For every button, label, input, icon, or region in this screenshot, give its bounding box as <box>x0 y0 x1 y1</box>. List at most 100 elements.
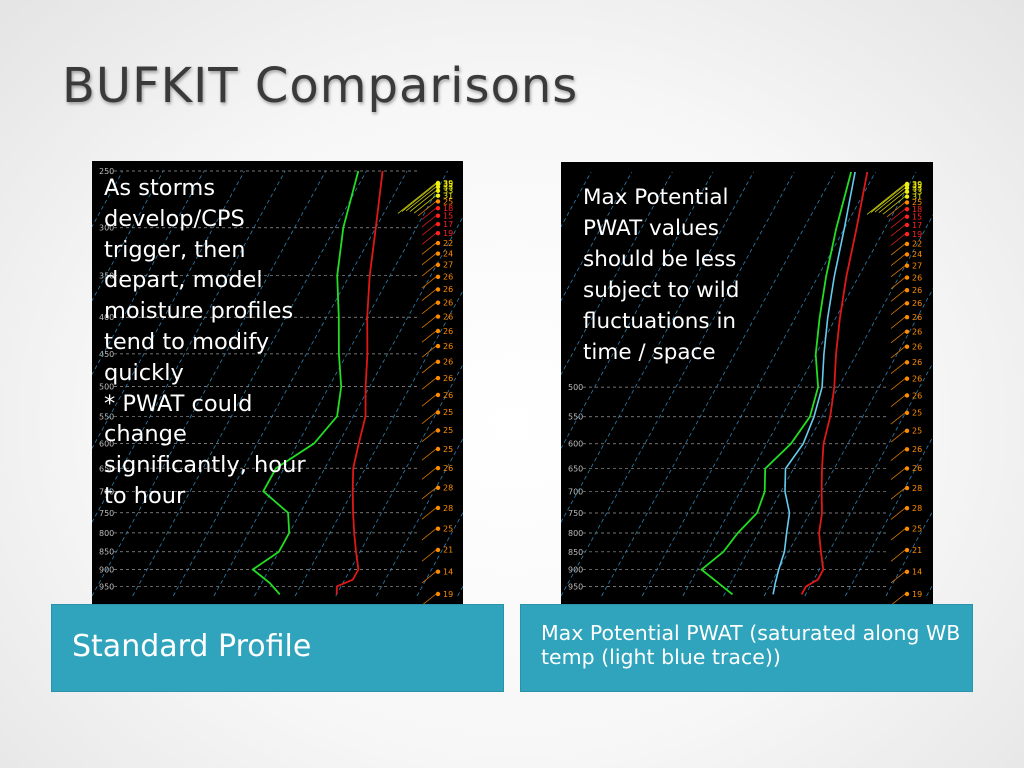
wind-barb <box>874 187 906 213</box>
wind-speed-label: 26 <box>443 312 453 321</box>
wind-barb <box>878 191 906 213</box>
wind-barb <box>890 362 906 374</box>
isotherm-line <box>254 216 463 597</box>
wind-speed-label: 26 <box>443 342 453 351</box>
isotherm-line <box>926 583 933 597</box>
wind-barb-dot <box>904 505 910 511</box>
wind-barb-dot <box>435 410 441 415</box>
wind-barb-dot <box>435 300 441 305</box>
wind-speed-label: 26 <box>443 374 453 383</box>
wind-speed-label: 33 <box>912 188 922 197</box>
wind-barb-dot <box>904 569 910 574</box>
pressure-label: 650 <box>568 465 583 474</box>
wind-barb <box>421 507 437 520</box>
wind-barb-dot <box>904 591 910 597</box>
wind-speed-label: 28 <box>912 504 922 513</box>
dewpoint-trace <box>700 171 852 596</box>
isotherm-line <box>723 214 933 597</box>
wind-barb-dot <box>435 569 441 574</box>
pressure-label: 500 <box>99 383 114 392</box>
wind-barb-dot <box>435 231 441 236</box>
isotherm-line <box>132 170 367 597</box>
wind-barb-dot <box>435 505 441 511</box>
wind-barb <box>890 303 906 315</box>
right-overlay-text: Max Potential PWAT values should be less… <box>583 185 740 365</box>
wind-barb-dot <box>435 240 441 246</box>
wind-speed-label: 26 <box>912 374 922 383</box>
wind-barb <box>890 265 906 278</box>
wind-barb-dot <box>904 485 910 491</box>
wind-barb-dot <box>435 465 441 471</box>
wind-barb <box>413 195 437 214</box>
wind-barb-dot <box>435 314 441 319</box>
pressure-label: 550 <box>99 412 114 421</box>
isotherm-line <box>845 435 933 597</box>
wind-barb <box>890 346 906 359</box>
wind-speed-label: 26 <box>443 285 453 294</box>
isotherm-line <box>172 170 408 597</box>
wind-barb <box>890 233 906 246</box>
wind-barb <box>890 243 906 256</box>
wetbulb-trace <box>772 171 856 595</box>
wind-barb-dot <box>904 428 910 434</box>
wind-barb <box>421 223 437 236</box>
wind-speed-label: 22 <box>443 239 453 248</box>
wind-speed-label: 26 <box>912 343 922 352</box>
wind-barb-dot <box>904 314 910 320</box>
pressure-label: 450 <box>99 350 114 359</box>
wind-barb <box>421 345 437 358</box>
wind-speed-label: 33 <box>443 183 453 192</box>
wind-barb-dot <box>435 188 441 193</box>
wind-speed-label: 14 <box>443 568 453 577</box>
wind-barb-dot <box>904 222 910 228</box>
isotherm-line <box>561 171 714 450</box>
wind-barb-dot <box>904 447 910 452</box>
sounding-chart-left: 250 300 350 400 450 500 550 600 650 700 750 800 850 9… <box>92 167 463 604</box>
wind-barb-dot <box>904 301 910 306</box>
wind-speed-label: 33 <box>912 184 922 193</box>
wind-barb <box>421 215 437 228</box>
slide-title: BUFKIT Comparisons <box>62 58 579 114</box>
pressure-label: 700 <box>99 487 114 496</box>
wind-barb <box>870 184 906 213</box>
wind-barb-dot <box>435 287 441 292</box>
wind-barb-dot <box>435 251 441 256</box>
wind-speed-label: 25 <box>443 445 453 454</box>
wind-speed-label: 26 <box>912 464 922 473</box>
wind-barb-dot <box>435 359 441 365</box>
wind-barb <box>890 449 906 461</box>
wind-speed-label: 18 <box>912 205 922 214</box>
isotherm-line <box>885 509 933 597</box>
wind-speed-label: 24 <box>443 249 453 258</box>
wind-barb <box>421 571 437 584</box>
wind-speed-label: 26 <box>443 298 453 307</box>
wind-barb <box>890 277 906 290</box>
wind-barb <box>890 430 906 443</box>
wind-speed-label: 27 <box>443 261 453 270</box>
wind-barb <box>405 186 437 212</box>
wind-barb-dot <box>435 205 441 211</box>
wind-barb-dot <box>904 194 910 199</box>
wind-barb-dot <box>904 287 910 293</box>
wind-barb-dot <box>904 344 910 349</box>
wind-speed-label: 26 <box>912 327 922 336</box>
wind-barb-dot <box>435 193 441 198</box>
wind-barb <box>890 571 906 584</box>
wind-speed-label: 22 <box>912 240 922 249</box>
wind-barb <box>890 549 906 562</box>
wind-barb <box>890 331 906 344</box>
wind-speed-label: 26 <box>912 358 922 367</box>
wind-barb-dot <box>435 526 441 531</box>
wind-barb <box>890 468 906 480</box>
wind-barb <box>890 224 906 237</box>
wind-barb <box>421 232 437 245</box>
wind-speed-label: 24 <box>912 250 922 259</box>
wind-barb-dot <box>435 328 441 334</box>
wind-barb-dot <box>904 275 910 280</box>
wind-speed-label: 19 <box>912 230 922 239</box>
wind-speed-label: 31 <box>912 192 922 201</box>
isotherm-line <box>601 171 836 597</box>
pressure-label: 250 <box>99 167 114 176</box>
wind-speed-label: 21 <box>443 546 453 555</box>
wind-barb <box>421 316 437 329</box>
